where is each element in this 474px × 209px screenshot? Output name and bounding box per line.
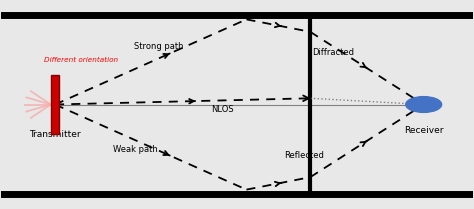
- Text: Weak path: Weak path: [113, 145, 158, 154]
- Text: Strong path: Strong path: [134, 42, 184, 51]
- Text: NLOS: NLOS: [211, 105, 234, 114]
- Text: Receiver: Receiver: [404, 126, 444, 135]
- Text: Reflected: Reflected: [284, 152, 324, 161]
- Text: Different orientation: Different orientation: [44, 57, 118, 63]
- Circle shape: [406, 97, 442, 112]
- Bar: [51, 75, 59, 134]
- Text: Diffracted: Diffracted: [313, 48, 355, 57]
- Text: Transmitter: Transmitter: [29, 130, 81, 139]
